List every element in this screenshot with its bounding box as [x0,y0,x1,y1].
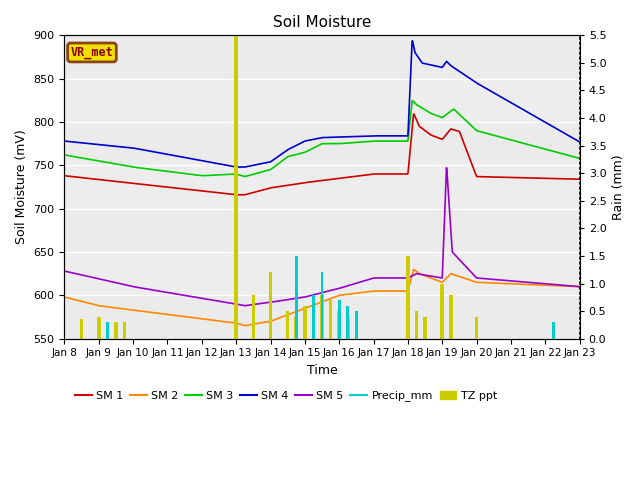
Title: Soil Moisture: Soil Moisture [273,15,371,30]
Bar [65,165,580,209]
Bar [234,36,238,339]
Bar [303,306,307,339]
Bar [295,256,298,339]
Bar [355,311,358,339]
Bar [65,79,580,122]
Text: VR_met: VR_met [70,46,113,59]
Bar [286,311,289,339]
Bar [415,311,419,339]
Bar [65,36,580,79]
Bar [346,306,349,339]
Bar [269,273,272,339]
Legend: SM 1, SM 2, SM 3, SM 4, SM 5, Precip_mm, TZ ppt: SM 1, SM 2, SM 3, SM 4, SM 5, Precip_mm,… [70,386,501,406]
Bar [320,295,324,339]
Bar [440,284,444,339]
Bar [475,317,479,339]
Bar [252,295,255,339]
Bar [65,295,580,339]
Bar [114,322,118,339]
Bar [294,317,298,339]
Bar [97,317,100,339]
Bar [312,295,315,339]
Bar [312,311,316,339]
Bar [406,256,410,339]
Bar [338,300,340,339]
Y-axis label: Soil Moisture (mV): Soil Moisture (mV) [15,130,28,244]
Bar [80,319,83,339]
Bar [449,295,452,339]
Bar [106,322,109,339]
Bar [65,252,580,295]
Bar [329,300,332,339]
Bar [552,322,556,339]
X-axis label: Time: Time [307,364,337,377]
Y-axis label: Rain (mm): Rain (mm) [612,154,625,220]
Bar [65,209,580,252]
Bar [346,317,349,339]
Bar [123,322,126,339]
Bar [321,273,323,339]
Bar [423,317,427,339]
Bar [337,311,341,339]
Bar [65,122,580,165]
